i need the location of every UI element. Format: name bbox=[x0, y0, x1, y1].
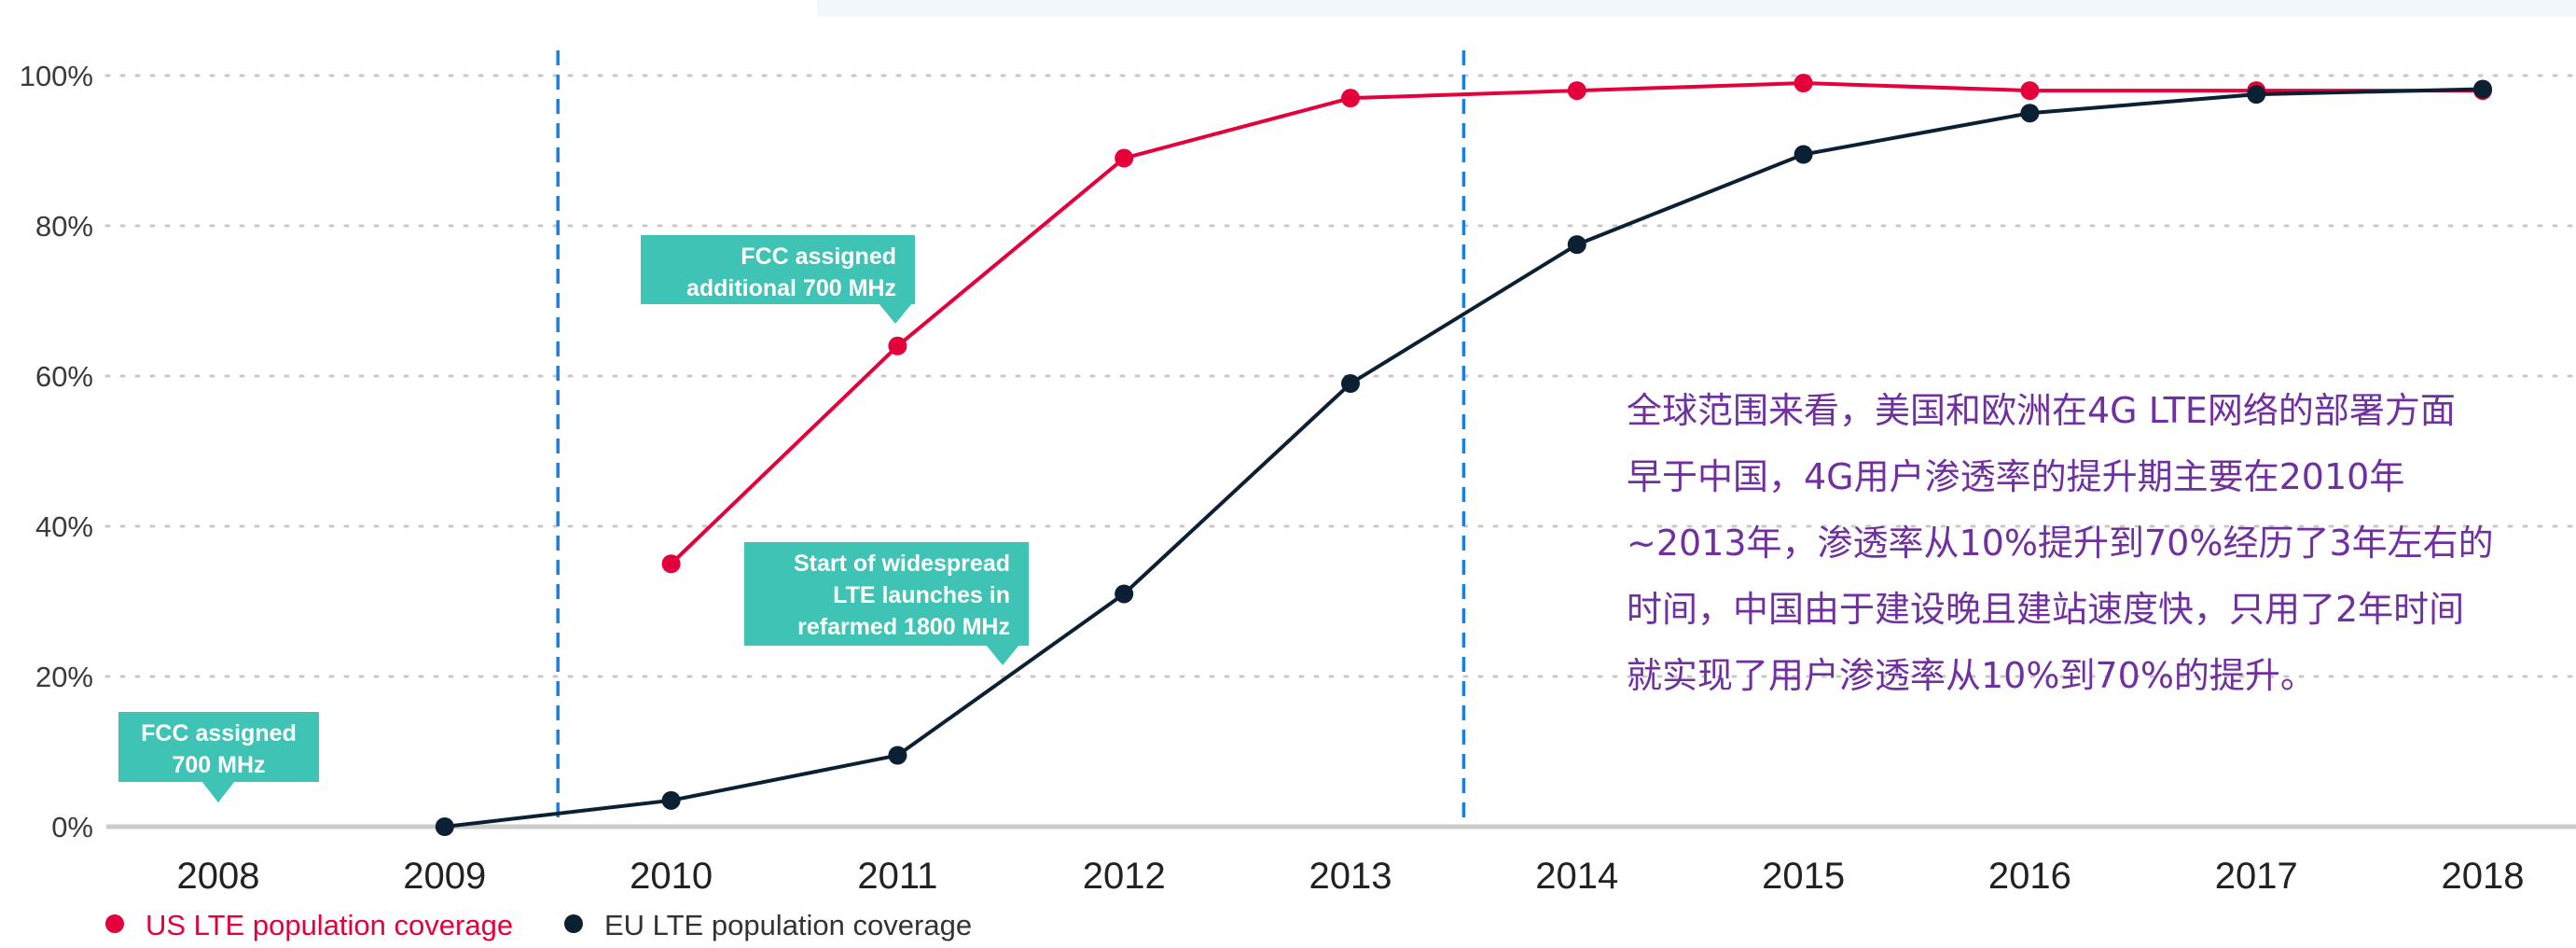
data-point bbox=[1115, 148, 1134, 168]
commentary-text: 全球范围来看，美国和欧洲在4G LTE网络的部署方面 早于中国，4G用户渗透率的… bbox=[1627, 378, 2559, 709]
annotation-pointer bbox=[201, 781, 235, 802]
legend-label: US LTE population coverage bbox=[145, 909, 513, 941]
note-line: 全球范围来看，美国和欧洲在4G LTE网络的部署方面 bbox=[1627, 390, 2456, 431]
y-tick-label: 20% bbox=[35, 661, 93, 693]
note-line: 就实现了用户渗透率从10%到70%的提升。 bbox=[1627, 655, 2316, 696]
data-point bbox=[661, 790, 681, 810]
note-line: ~2013年，渗透率从10%提升到70%经历了3年左右的 bbox=[1627, 523, 2494, 564]
data-point bbox=[2020, 104, 2040, 123]
annotation-text: Start of widespread bbox=[794, 551, 1010, 577]
series-line bbox=[444, 87, 2484, 829]
x-tick-label: 2018 bbox=[2442, 856, 2525, 897]
data-point bbox=[435, 817, 454, 836]
y-tick-label: 40% bbox=[35, 510, 93, 543]
data-point bbox=[1794, 74, 1813, 93]
top-band bbox=[817, 0, 2576, 17]
data-point bbox=[1341, 89, 1360, 108]
y-tick-label: 100% bbox=[20, 60, 93, 92]
data-point bbox=[2247, 85, 2266, 105]
x-tick-label: 2009 bbox=[403, 856, 486, 897]
annotation-box bbox=[118, 712, 319, 782]
x-tick-label: 2011 bbox=[857, 856, 937, 897]
annotation-pointer bbox=[986, 645, 1019, 665]
data-point bbox=[1341, 374, 1360, 394]
annotation-pointer bbox=[879, 303, 912, 324]
annotation-box bbox=[744, 542, 1029, 646]
y-tick-label: 0% bbox=[51, 811, 93, 843]
annotation-text: FCC assigned bbox=[741, 244, 896, 270]
x-tick-label: 2013 bbox=[1309, 856, 1392, 897]
y-tick-label: 80% bbox=[35, 210, 93, 243]
x-tick-label: 2016 bbox=[1988, 856, 2071, 897]
legend-label: EU LTE population coverage bbox=[604, 909, 972, 941]
annotation-text: additional 700 MHz bbox=[686, 275, 896, 301]
annotation-text: LTE launches in bbox=[833, 582, 1010, 608]
data-point bbox=[1567, 81, 1586, 101]
annotation-text: 700 MHz bbox=[172, 752, 265, 778]
x-tick-label: 2010 bbox=[630, 856, 713, 897]
x-tick-label: 2012 bbox=[1083, 856, 1166, 897]
annotation-text: FCC assigned bbox=[141, 720, 297, 746]
legend-marker bbox=[105, 914, 124, 933]
data-point bbox=[888, 336, 907, 356]
note-line: 早于中国，4G用户渗透率的提升期主要在2010年 bbox=[1627, 456, 2405, 497]
data-point bbox=[1794, 145, 1813, 164]
data-point bbox=[1115, 584, 1134, 604]
annotation-box bbox=[641, 235, 915, 304]
data-point bbox=[2020, 81, 2040, 101]
y-tick-label: 60% bbox=[35, 360, 93, 393]
data-point bbox=[2473, 79, 2492, 99]
data-point bbox=[661, 554, 681, 574]
data-point bbox=[1567, 235, 1586, 255]
x-tick-label: 2017 bbox=[2215, 856, 2298, 897]
annotation-text: refarmed 1800 MHz bbox=[797, 614, 1010, 640]
data-point bbox=[888, 746, 907, 765]
note-line: 时间，中国由于建设晚且建站速度快，只用了2年时间 bbox=[1627, 589, 2465, 630]
x-tick-label: 2008 bbox=[177, 856, 260, 897]
legend-marker bbox=[564, 914, 583, 933]
x-tick-label: 2015 bbox=[1762, 856, 1845, 897]
x-tick-label: 2014 bbox=[1535, 856, 1618, 897]
